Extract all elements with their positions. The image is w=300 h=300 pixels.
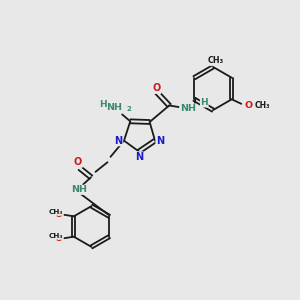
Text: O: O — [55, 210, 63, 219]
Text: CH₃: CH₃ — [254, 101, 270, 110]
Text: NH: NH — [72, 185, 88, 194]
Text: O: O — [244, 101, 252, 110]
Text: NH: NH — [180, 104, 196, 113]
Text: O: O — [55, 234, 63, 243]
Text: CH₃: CH₃ — [48, 233, 63, 239]
Text: O: O — [152, 83, 161, 93]
Text: NH: NH — [106, 103, 122, 112]
Text: N: N — [156, 136, 164, 146]
Text: H: H — [100, 100, 107, 109]
Text: N: N — [135, 152, 143, 162]
Text: H: H — [200, 98, 208, 107]
Text: CH₃: CH₃ — [208, 56, 224, 65]
Text: 2: 2 — [127, 106, 131, 112]
Text: N: N — [115, 136, 123, 146]
Text: O: O — [74, 157, 82, 167]
Text: CH₃: CH₃ — [48, 209, 63, 215]
